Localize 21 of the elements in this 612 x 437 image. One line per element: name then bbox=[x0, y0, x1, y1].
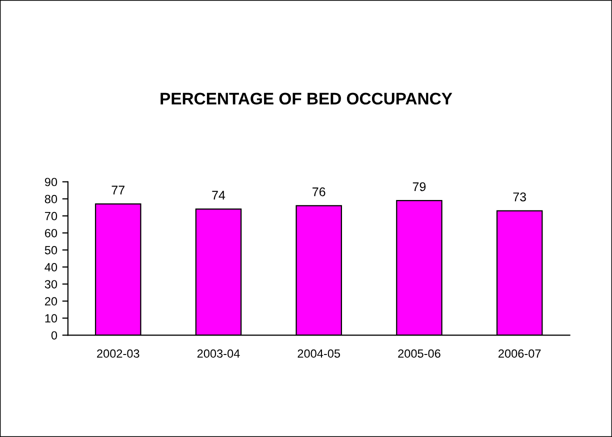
data-label: 77 bbox=[112, 186, 124, 194]
y-tick-label: 40 bbox=[44, 263, 58, 272]
x-tick-label: 2004-05 bbox=[298, 349, 340, 358]
y-tick-label: 80 bbox=[44, 194, 58, 204]
data-label: 73 bbox=[513, 192, 526, 202]
x-tick-label: 2002-03 bbox=[97, 349, 140, 358]
y-tick-label: 10 bbox=[45, 314, 58, 323]
chart-title: PERCENTAGE OF BED OCCUPANCY bbox=[160, 92, 452, 105]
data-label: 79 bbox=[412, 182, 426, 192]
y-tick-label: 30 bbox=[44, 280, 58, 288]
x-tick-label: 2003-04 bbox=[197, 349, 240, 358]
y-tick-label: 90 bbox=[44, 178, 58, 186]
x-tick-label: 2005-06 bbox=[398, 349, 440, 358]
y-tick-label: 0 bbox=[51, 331, 58, 340]
y-tick-label: 70 bbox=[44, 212, 58, 220]
y-tick-label: 50 bbox=[44, 246, 58, 254]
data-label: 74 bbox=[212, 190, 226, 200]
x-tick-label: 2006-07 bbox=[498, 349, 541, 358]
y-tick-label: 60 bbox=[44, 228, 58, 238]
data-label: 76 bbox=[312, 187, 326, 196]
y-tick-label: 20 bbox=[44, 297, 58, 306]
